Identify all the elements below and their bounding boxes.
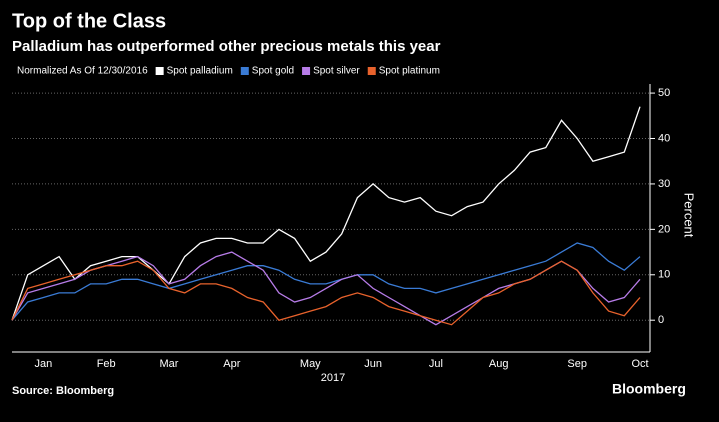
source: Source: Bloomberg [12, 385, 114, 397]
legend-label: Spot palladium [167, 66, 233, 77]
x-tick-label: Apr [223, 358, 240, 370]
legend-label: Spot gold [252, 66, 294, 77]
y-tick-label: 0 [658, 314, 664, 326]
y-tick-label: 50 [658, 87, 670, 99]
y-tick-label: 20 [658, 223, 670, 235]
x-tick-label: Feb [97, 358, 116, 370]
line-series [11, 106, 641, 321]
chart-title: Top of the Class [12, 10, 166, 32]
legend-label: Spot platinum [379, 66, 440, 77]
legend-label: Spot silver [313, 66, 360, 77]
x-tick-label: Jun [364, 358, 382, 370]
line-series [11, 242, 641, 321]
legend-swatch [240, 67, 249, 75]
x-tick-label: May [300, 358, 321, 370]
x-tick-label: Jul [429, 358, 443, 370]
y-tick-label: 10 [658, 269, 670, 281]
line-series [11, 260, 641, 326]
x-tick-label: Sep [567, 358, 587, 370]
legend-swatch [367, 67, 376, 75]
chart-subtitle: Palladium has outperformed other preciou… [12, 38, 441, 55]
legend-note: Normalized As Of 12/30/2016 [17, 66, 148, 77]
x-tick-label: Mar [160, 358, 179, 370]
legend-swatch [302, 67, 311, 75]
x-axis-label: 2017 [321, 372, 345, 384]
logo: Bloomberg [612, 381, 686, 397]
legend-swatch [155, 67, 164, 75]
y-tick-label: 40 [658, 132, 670, 144]
y-axis-label: Percent [682, 193, 697, 238]
x-tick-label: Oct [631, 358, 648, 370]
x-tick-label: Aug [489, 358, 509, 370]
x-tick-label: Jan [35, 358, 53, 370]
y-tick-label: 30 [658, 178, 670, 190]
